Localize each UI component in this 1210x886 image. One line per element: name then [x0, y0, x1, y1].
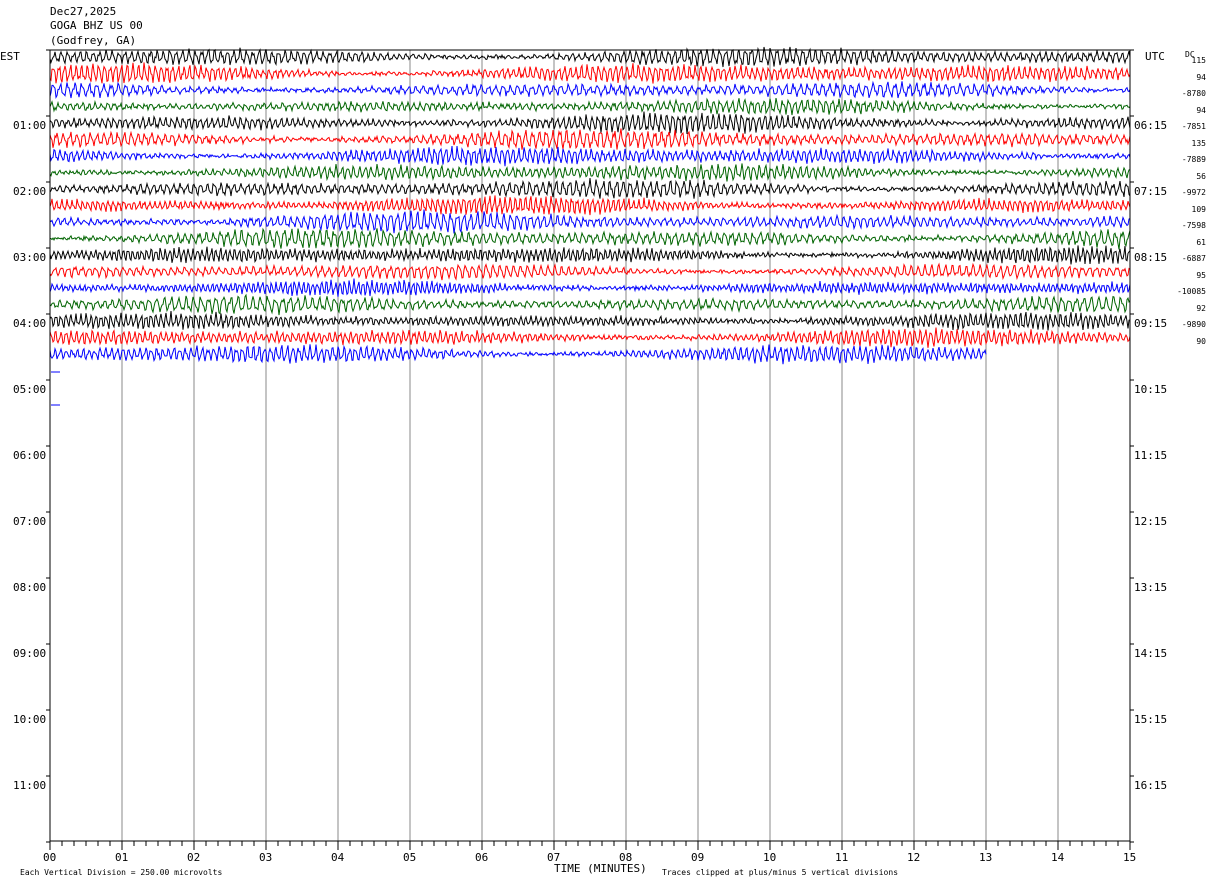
dc-offset-value: -7851 [1181, 122, 1206, 131]
trace-black-1 [49, 46, 1131, 68]
dc-offset-value: 94 [1196, 105, 1206, 115]
x-tick-label: 02 [187, 851, 201, 864]
x-tick-label: 06 [475, 851, 489, 864]
trace-black-17 [49, 311, 1131, 331]
dc-offset-value: -9972 [1181, 188, 1206, 197]
left-timezone-label: EST [0, 50, 20, 63]
trace-blue-15 [49, 278, 1131, 297]
trace-blue-3 [49, 80, 1131, 100]
plot-date: Dec27,2025 [50, 5, 117, 18]
x-tick-label: 14 [1051, 851, 1065, 864]
x-tick-label: 04 [331, 851, 345, 864]
utc-hour-label: 13:15 [1134, 581, 1168, 594]
est-hour-label: 05:00 [13, 383, 47, 396]
est-hour-label: 06:00 [13, 449, 47, 462]
x-axis-title: TIME (MINUTES) [554, 862, 647, 875]
dc-offset-value: 95 [1196, 270, 1206, 280]
clip-note: Traces clipped at plus/minus 5 vertical … [662, 868, 899, 877]
trace-blue-11 [49, 209, 1131, 234]
trace-black-13 [49, 245, 1131, 265]
x-tick-label: 03 [259, 851, 273, 864]
dc-offset-value: -9890 [1181, 320, 1206, 329]
x-tick-label: 08 [619, 851, 633, 864]
trace-blue-19 [49, 344, 987, 365]
utc-hour-label: 09:15 [1134, 317, 1168, 330]
dc-offset-value: -7598 [1181, 221, 1206, 230]
utc-hour-label: 06:15 [1134, 119, 1168, 132]
time-axis [46, 49, 1134, 850]
dc-offset-value: 61 [1196, 237, 1206, 247]
utc-hour-label: 11:15 [1134, 449, 1168, 462]
utc-hour-label: 14:15 [1134, 647, 1168, 660]
est-hour-label: 10:00 [13, 713, 47, 726]
dc-offset-value: -8780 [1181, 89, 1206, 98]
utc-hour-label: 12:15 [1134, 515, 1168, 528]
trace-black-9 [49, 178, 1131, 199]
est-hour-label: 04:00 [13, 317, 47, 330]
trace-red-6 [49, 128, 1131, 150]
x-tick-label: 01 [115, 851, 129, 864]
x-tick-label: 10 [763, 851, 777, 864]
trace-green-8 [49, 163, 1131, 182]
trace-green-16 [49, 293, 1131, 316]
est-hour-label: 09:00 [13, 647, 47, 660]
x-tick-label: 15 [1123, 851, 1137, 864]
dc-offset-value: 109 [1191, 204, 1206, 214]
est-hour-label: 07:00 [13, 515, 47, 528]
dc-offset-value: 90 [1196, 336, 1206, 346]
x-tick-label: 13 [979, 851, 993, 864]
trace-green-12 [49, 227, 1131, 250]
est-hour-label: 03:00 [13, 251, 47, 264]
utc-hour-label: 15:15 [1134, 713, 1168, 726]
trace-red-2 [49, 62, 1131, 84]
x-tick-label: 09 [691, 851, 705, 864]
x-tick-label: 00 [43, 851, 57, 864]
est-hour-label: 02:00 [13, 185, 47, 198]
est-hour-label: 01:00 [13, 119, 47, 132]
dc-offset-value: -6887 [1181, 254, 1206, 263]
station-location: (Godfrey, GA) [50, 34, 137, 47]
seismic-traces [49, 46, 1131, 365]
utc-hour-label: 08:15 [1134, 251, 1168, 264]
est-hour-label: 08:00 [13, 581, 47, 594]
x-tick-label: 07 [547, 851, 561, 864]
station-code: GOGA BHZ US 00 [50, 19, 143, 32]
trace-red-18 [49, 327, 1131, 348]
x-tick-label: 11 [835, 851, 849, 864]
trace-red-10 [49, 195, 1131, 216]
trace-red-14 [49, 262, 1131, 281]
utc-hour-label: 07:15 [1134, 185, 1168, 198]
minute-gridlines [121, 50, 1059, 841]
utc-hour-label: 16:15 [1134, 779, 1168, 792]
right-timezone-label: UTC [1145, 50, 1165, 63]
dc-offset-value: -7889 [1181, 155, 1206, 164]
trace-green-4 [49, 97, 1131, 116]
dc-offset-value: 94 [1196, 72, 1206, 82]
dc-offset-value: 135 [1191, 138, 1206, 148]
utc-hour-label: 10:15 [1134, 383, 1168, 396]
est-hour-label: 11:00 [13, 779, 47, 792]
dc-offset-header: DC [1185, 50, 1195, 59]
trace-blue-7 [49, 146, 1131, 167]
dc-offset-value: 115 [1191, 56, 1206, 65]
x-tick-label: 12 [907, 851, 921, 864]
x-tick-label: 05 [403, 851, 417, 864]
dc-offset-value: 56 [1196, 171, 1206, 181]
trace-black-5 [49, 111, 1131, 135]
dc-offset-value: -10085 [1177, 287, 1206, 296]
dc-offset-value: 92 [1196, 303, 1206, 313]
scale-note: Each Vertical Division = 250.00 microvol… [20, 868, 223, 877]
